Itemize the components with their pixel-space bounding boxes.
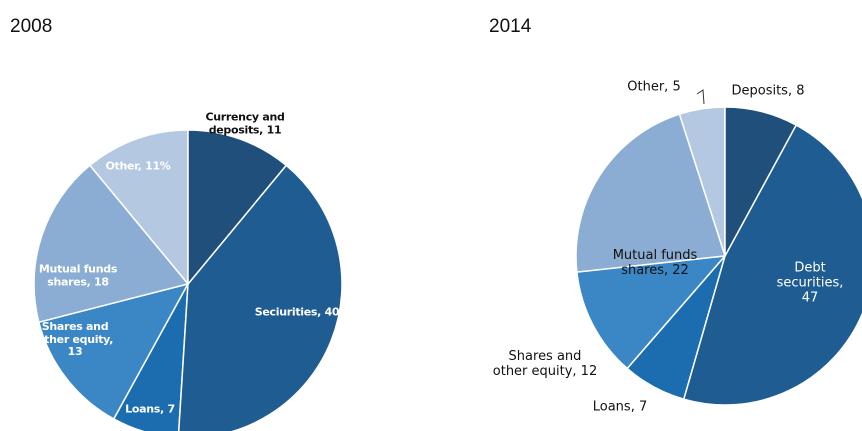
pie-slice [37, 282, 190, 420]
slice-label: Mutual funds shares, 22 [612, 248, 698, 278]
pie-slice [112, 283, 189, 431]
slice-label: Debt securities, 47 [776, 260, 844, 306]
pie-slice [724, 106, 798, 257]
slice-label: Other, 11% [105, 159, 171, 173]
chart-title: 2014 [489, 16, 532, 37]
chart-title: 2008 [10, 16, 53, 37]
slice-label: Mutual funds shares, 18 [38, 262, 118, 288]
pie-slice [576, 255, 727, 370]
pie-slice [177, 164, 343, 431]
slice-label: Seciurities, 40 [254, 305, 340, 319]
slice-label: Currency and deposits, 11 [205, 110, 285, 136]
pie-slice [88, 129, 189, 287]
pie-slice [682, 124, 862, 406]
slice-label: Shares and other equity, 12 [492, 349, 598, 379]
slice-label: Other, 5 [627, 79, 681, 95]
slice-label: Deposits, 8 [731, 83, 805, 99]
slice-label: Loans, 7 [592, 399, 648, 415]
slice-label: Shares and other equity, 13 [36, 320, 114, 359]
pie-slice [187, 129, 288, 287]
pie-slice [33, 164, 190, 324]
pie-slice [575, 113, 726, 274]
slice-label: Loans, 7 [125, 402, 175, 416]
leader-line [696, 89, 705, 105]
